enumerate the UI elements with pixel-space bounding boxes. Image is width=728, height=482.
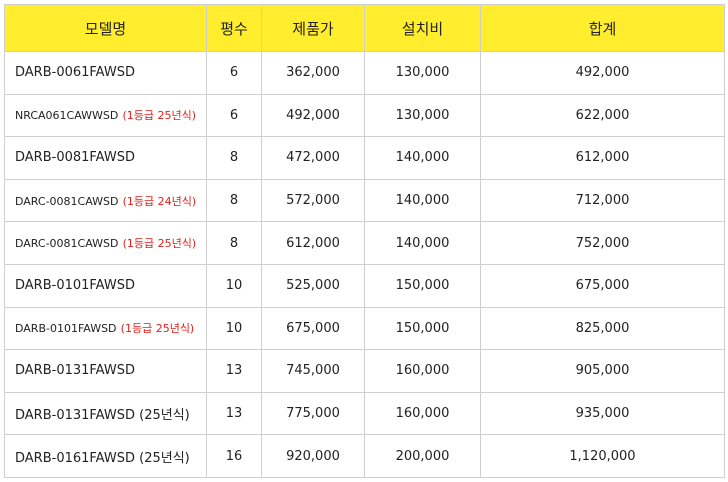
cell-model: DARC-0081CAWSD (1등급 24년식): [4, 178, 207, 223]
model-name: DARB-0081FAWSD: [15, 150, 135, 166]
cell-price: 362,000: [261, 51, 365, 95]
cell-total: 492,000: [480, 51, 725, 95]
model-name: DARB-0101FAWSD: [15, 322, 117, 336]
cell-model: DARB-0101FAWSD (1등급 25년식): [4, 306, 207, 351]
table-row: DARC-0081CAWSD (1등급 24년식) 8 572,000 140,000…: [4, 178, 725, 223]
table-header: 모델명 평수 제품가 설치비 합계: [4, 4, 725, 52]
cell-model: DARC-0081CAWSD (1등급 25년식): [4, 221, 207, 265]
cell-total: 935,000: [480, 391, 725, 436]
table-row: DARB-0081FAWSD 8 472,000 140,000 612,000: [4, 136, 725, 180]
cell-size: 8: [206, 136, 262, 180]
cell-price: 492,000: [261, 93, 365, 138]
cell-price: 525,000: [261, 263, 365, 308]
cell-size: 10: [206, 263, 262, 308]
cell-total: 675,000: [480, 263, 725, 308]
header-row: 모델명 평수 제품가 설치비 합계: [4, 4, 725, 52]
table-body: DARB-0061FAWSD 6 362,000 130,000 492,000 NRCA…: [4, 51, 725, 478]
cell-price: 745,000: [261, 349, 365, 393]
model-name: DARB-0101FAWSD: [15, 278, 135, 294]
cell-model: DARB-0131FAWSD: [4, 349, 207, 393]
cell-install: 150,000: [364, 306, 481, 351]
cell-price: 675,000: [261, 306, 365, 351]
cell-price: 775,000: [261, 391, 365, 436]
header-size: 평수: [206, 4, 262, 52]
cell-size: 10: [206, 306, 262, 351]
model-name: DARB-0131FAWSD: [15, 363, 135, 379]
cell-install: 200,000: [364, 434, 481, 478]
cell-install: 140,000: [364, 136, 481, 180]
cell-install: 160,000: [364, 349, 481, 393]
header-price: 제품가: [261, 4, 365, 52]
header-model: 모델명: [4, 4, 207, 52]
cell-size: 13: [206, 391, 262, 436]
cell-install: 140,000: [364, 221, 481, 265]
table-row: DARB-0061FAWSD 6 362,000 130,000 492,000: [4, 51, 725, 95]
model-name: DARB-0061FAWSD: [15, 65, 135, 81]
model-note: (1등급 25년식): [122, 109, 197, 123]
cell-model: DARB-0101FAWSD: [4, 263, 207, 308]
model-note: (1등급 25년식): [122, 237, 197, 251]
cell-install: 160,000: [364, 391, 481, 436]
table-row: DARB-0101FAWSD 10 525,000 150,000 675,000: [4, 263, 725, 308]
model-name: DARC-0081CAWSD: [15, 194, 119, 208]
cell-total: 905,000: [480, 349, 725, 393]
cell-price: 472,000: [261, 136, 365, 180]
cell-model: DARB-0061FAWSD: [4, 51, 207, 95]
table-row: DARC-0081CAWSD (1등급 25년식) 8 612,000 140,000…: [4, 221, 725, 265]
cell-total: 1,120,000: [480, 434, 725, 478]
cell-size: 8: [206, 221, 262, 265]
price-table: 모델명 평수 제품가 설치비 합계 DARB-0061FAWSD 6 362,000…: [4, 4, 725, 478]
model-note: (25년식): [139, 450, 190, 466]
cell-size: 13: [206, 349, 262, 393]
model-name: DARC-0081CAWSD: [15, 237, 119, 251]
table-row: DARB-0131FAWSD 13 745,000 160,000 905,000: [4, 349, 725, 393]
table-row: DARB-0131FAWSD (25년식) 13 775,000 160,000 935…: [4, 391, 725, 436]
cell-install: 150,000: [364, 263, 481, 308]
cell-price: 920,000: [261, 434, 365, 478]
cell-install: 140,000: [364, 178, 481, 223]
cell-total: 612,000: [480, 136, 725, 180]
cell-model: DARB-0131FAWSD (25년식): [4, 391, 207, 436]
model-note: (1등급 24년식): [122, 194, 197, 208]
cell-size: 6: [206, 93, 262, 138]
table-row: DARB-0161FAWSD (25년식) 16 920,000 200,000 1,1…: [4, 434, 725, 478]
model-name: DARB-0131FAWSD: [15, 408, 135, 424]
cell-install: 130,000: [364, 51, 481, 95]
cell-total: 712,000: [480, 178, 725, 223]
model-name: DARB-0161FAWSD: [15, 450, 135, 466]
model-note: (25년식): [139, 408, 190, 424]
model-note: (1등급 25년식): [120, 322, 195, 336]
cell-total: 622,000: [480, 93, 725, 138]
cell-price: 612,000: [261, 221, 365, 265]
cell-model: DARB-0081FAWSD: [4, 136, 207, 180]
cell-size: 8: [206, 178, 262, 223]
header-total: 합계: [480, 4, 725, 52]
cell-size: 16: [206, 434, 262, 478]
cell-model: DARB-0161FAWSD (25년식): [4, 434, 207, 478]
cell-size: 6: [206, 51, 262, 95]
cell-total: 752,000: [480, 221, 725, 265]
model-name: NRCA061CAWWSD: [15, 109, 119, 123]
table-row: NRCA061CAWWSD (1등급 25년식) 6 492,000 130,000 6…: [4, 93, 725, 138]
cell-price: 572,000: [261, 178, 365, 223]
cell-model: NRCA061CAWWSD (1등급 25년식): [4, 93, 207, 138]
cell-install: 130,000: [364, 93, 481, 138]
cell-total: 825,000: [480, 306, 725, 351]
table-row: DARB-0101FAWSD (1등급 25년식) 10 675,000 150,00…: [4, 306, 725, 351]
header-install: 설치비: [364, 4, 481, 52]
